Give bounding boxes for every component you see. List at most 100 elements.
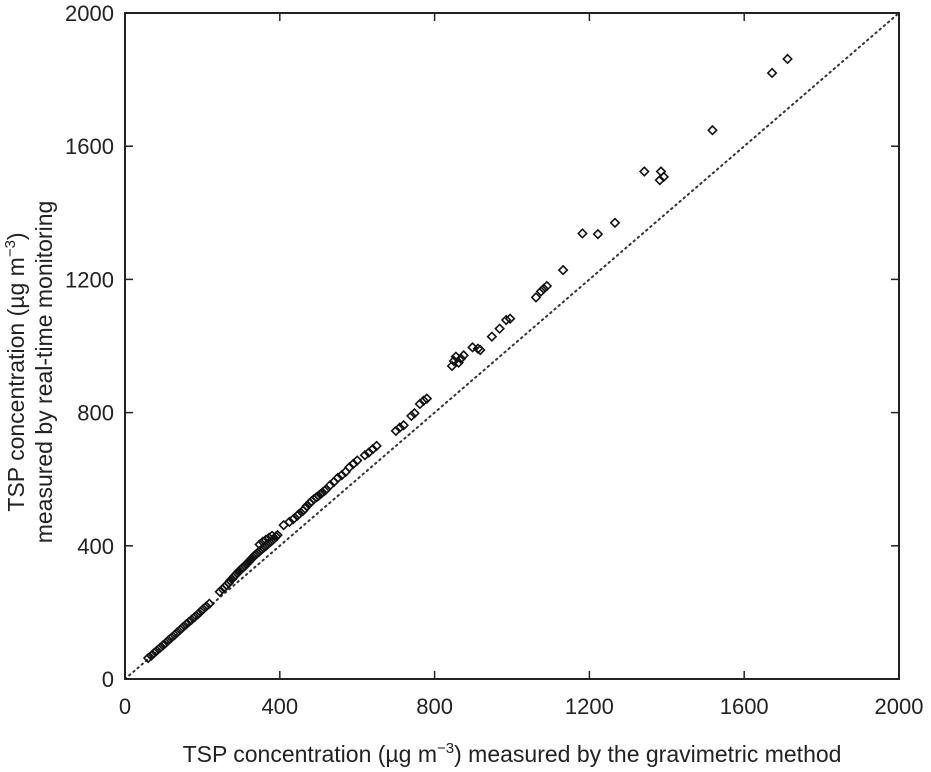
- data-point: [293, 508, 305, 520]
- data-point: [260, 534, 272, 546]
- x-axis-title-part-2: ) measured by the gravimetric method: [454, 741, 841, 767]
- data-point: [183, 616, 195, 628]
- data-point: [467, 342, 478, 353]
- data-point: [371, 440, 382, 452]
- data-point: [336, 469, 348, 481]
- y-axis-title-line-2: measured by real-time monitoring: [31, 201, 57, 544]
- data-point: [291, 510, 303, 522]
- data-point: [592, 228, 604, 240]
- data-point: [163, 635, 174, 646]
- data-point: [766, 67, 778, 79]
- data-point: [197, 603, 209, 615]
- data-point: [359, 449, 371, 461]
- data-point: [486, 331, 498, 343]
- data-point: [189, 611, 200, 623]
- data-point: [535, 286, 547, 297]
- data-point: [504, 313, 516, 325]
- y-axis-title-part-2: ): [3, 232, 29, 240]
- data-point: [151, 645, 163, 657]
- data-point: [351, 455, 363, 466]
- data-point: [398, 419, 409, 431]
- data-point: [394, 422, 406, 433]
- x-tick-label: 1200: [565, 694, 614, 719]
- data-point: [414, 398, 426, 410]
- y-tick-label: 800: [77, 401, 114, 426]
- data-point: [409, 407, 420, 419]
- data-point: [455, 353, 467, 364]
- data-point: [257, 536, 269, 548]
- x-tick-label: 0: [119, 694, 131, 719]
- data-point: [214, 586, 226, 598]
- data-point: [263, 532, 275, 544]
- data-point: [557, 264, 569, 276]
- data-point: [421, 393, 433, 404]
- identity-reference-line: [124, 12, 900, 680]
- data-point: [367, 443, 379, 455]
- data-point: [406, 410, 417, 422]
- data-point: [344, 461, 355, 473]
- data-point: [148, 647, 160, 659]
- data-point: [229, 569, 241, 581]
- data-point: [177, 621, 189, 633]
- data-point: [474, 344, 486, 356]
- y-axis-title-part-1: TSP concentration (µg m: [3, 257, 29, 511]
- x-tick-label: 800: [416, 694, 453, 719]
- plot-frame: [124, 12, 900, 680]
- x-axis-title-part-1: TSP concentration (µg m: [183, 741, 437, 767]
- data-point: [171, 627, 183, 638]
- y-tick-label: 1200: [65, 267, 114, 292]
- y-tick-label: 400: [77, 534, 114, 559]
- data-point: [145, 650, 157, 662]
- data-point: [782, 53, 793, 65]
- y-axis-title-superscript: −3: [2, 240, 19, 257]
- tick-marks: [124, 12, 900, 680]
- x-axis-title: TSP concentration (µg m−3) measured by t…: [183, 740, 842, 767]
- y-tick-label: 1600: [65, 134, 114, 159]
- x-tick-label: 400: [261, 694, 298, 719]
- x-tick-label: 2000: [875, 694, 924, 719]
- data-point: [332, 472, 344, 484]
- data-point: [639, 166, 650, 177]
- data-point: [266, 530, 278, 542]
- y-tick-label: 0: [102, 667, 114, 692]
- data-point: [390, 425, 402, 437]
- data-point: [707, 124, 718, 136]
- data-point: [324, 479, 336, 491]
- data-point: [186, 614, 197, 626]
- data-point: [160, 637, 171, 649]
- data-point: [658, 171, 670, 183]
- data-point: [654, 174, 666, 186]
- y-tick-label: 2000: [65, 1, 114, 26]
- data-point: [363, 447, 375, 458]
- data-point: [204, 598, 215, 610]
- x-axis-title-superscript: −3: [437, 740, 454, 757]
- y-axis-title-line-1: TSP concentration (µg m−3): [2, 232, 29, 511]
- data-point: [200, 601, 212, 612]
- data-point: [317, 487, 328, 498]
- data-point: [494, 323, 505, 335]
- data-point: [175, 624, 186, 636]
- data-point: [142, 652, 154, 664]
- tick-labels: 0 400 800 1200 1600 2000 0 400 800 1200 1600 2000: [65, 1, 923, 719]
- data-point: [288, 513, 299, 525]
- data-point: [195, 606, 206, 618]
- data-point: [180, 619, 192, 630]
- data-points: [142, 53, 793, 664]
- data-point: [458, 349, 469, 361]
- data-point: [166, 632, 177, 644]
- data-point: [192, 609, 204, 620]
- data-point: [154, 642, 166, 654]
- data-point: [577, 228, 588, 239]
- data-point: [157, 640, 169, 651]
- data-point: [418, 395, 430, 406]
- data-point: [299, 503, 311, 514]
- data-point: [609, 217, 621, 229]
- data-point: [254, 539, 266, 550]
- data-point: [500, 314, 512, 326]
- data-point: [538, 283, 550, 295]
- x-tick-label: 1600: [720, 694, 769, 719]
- data-point: [347, 458, 359, 470]
- data-point: [169, 629, 180, 641]
- data-point: [530, 292, 542, 303]
